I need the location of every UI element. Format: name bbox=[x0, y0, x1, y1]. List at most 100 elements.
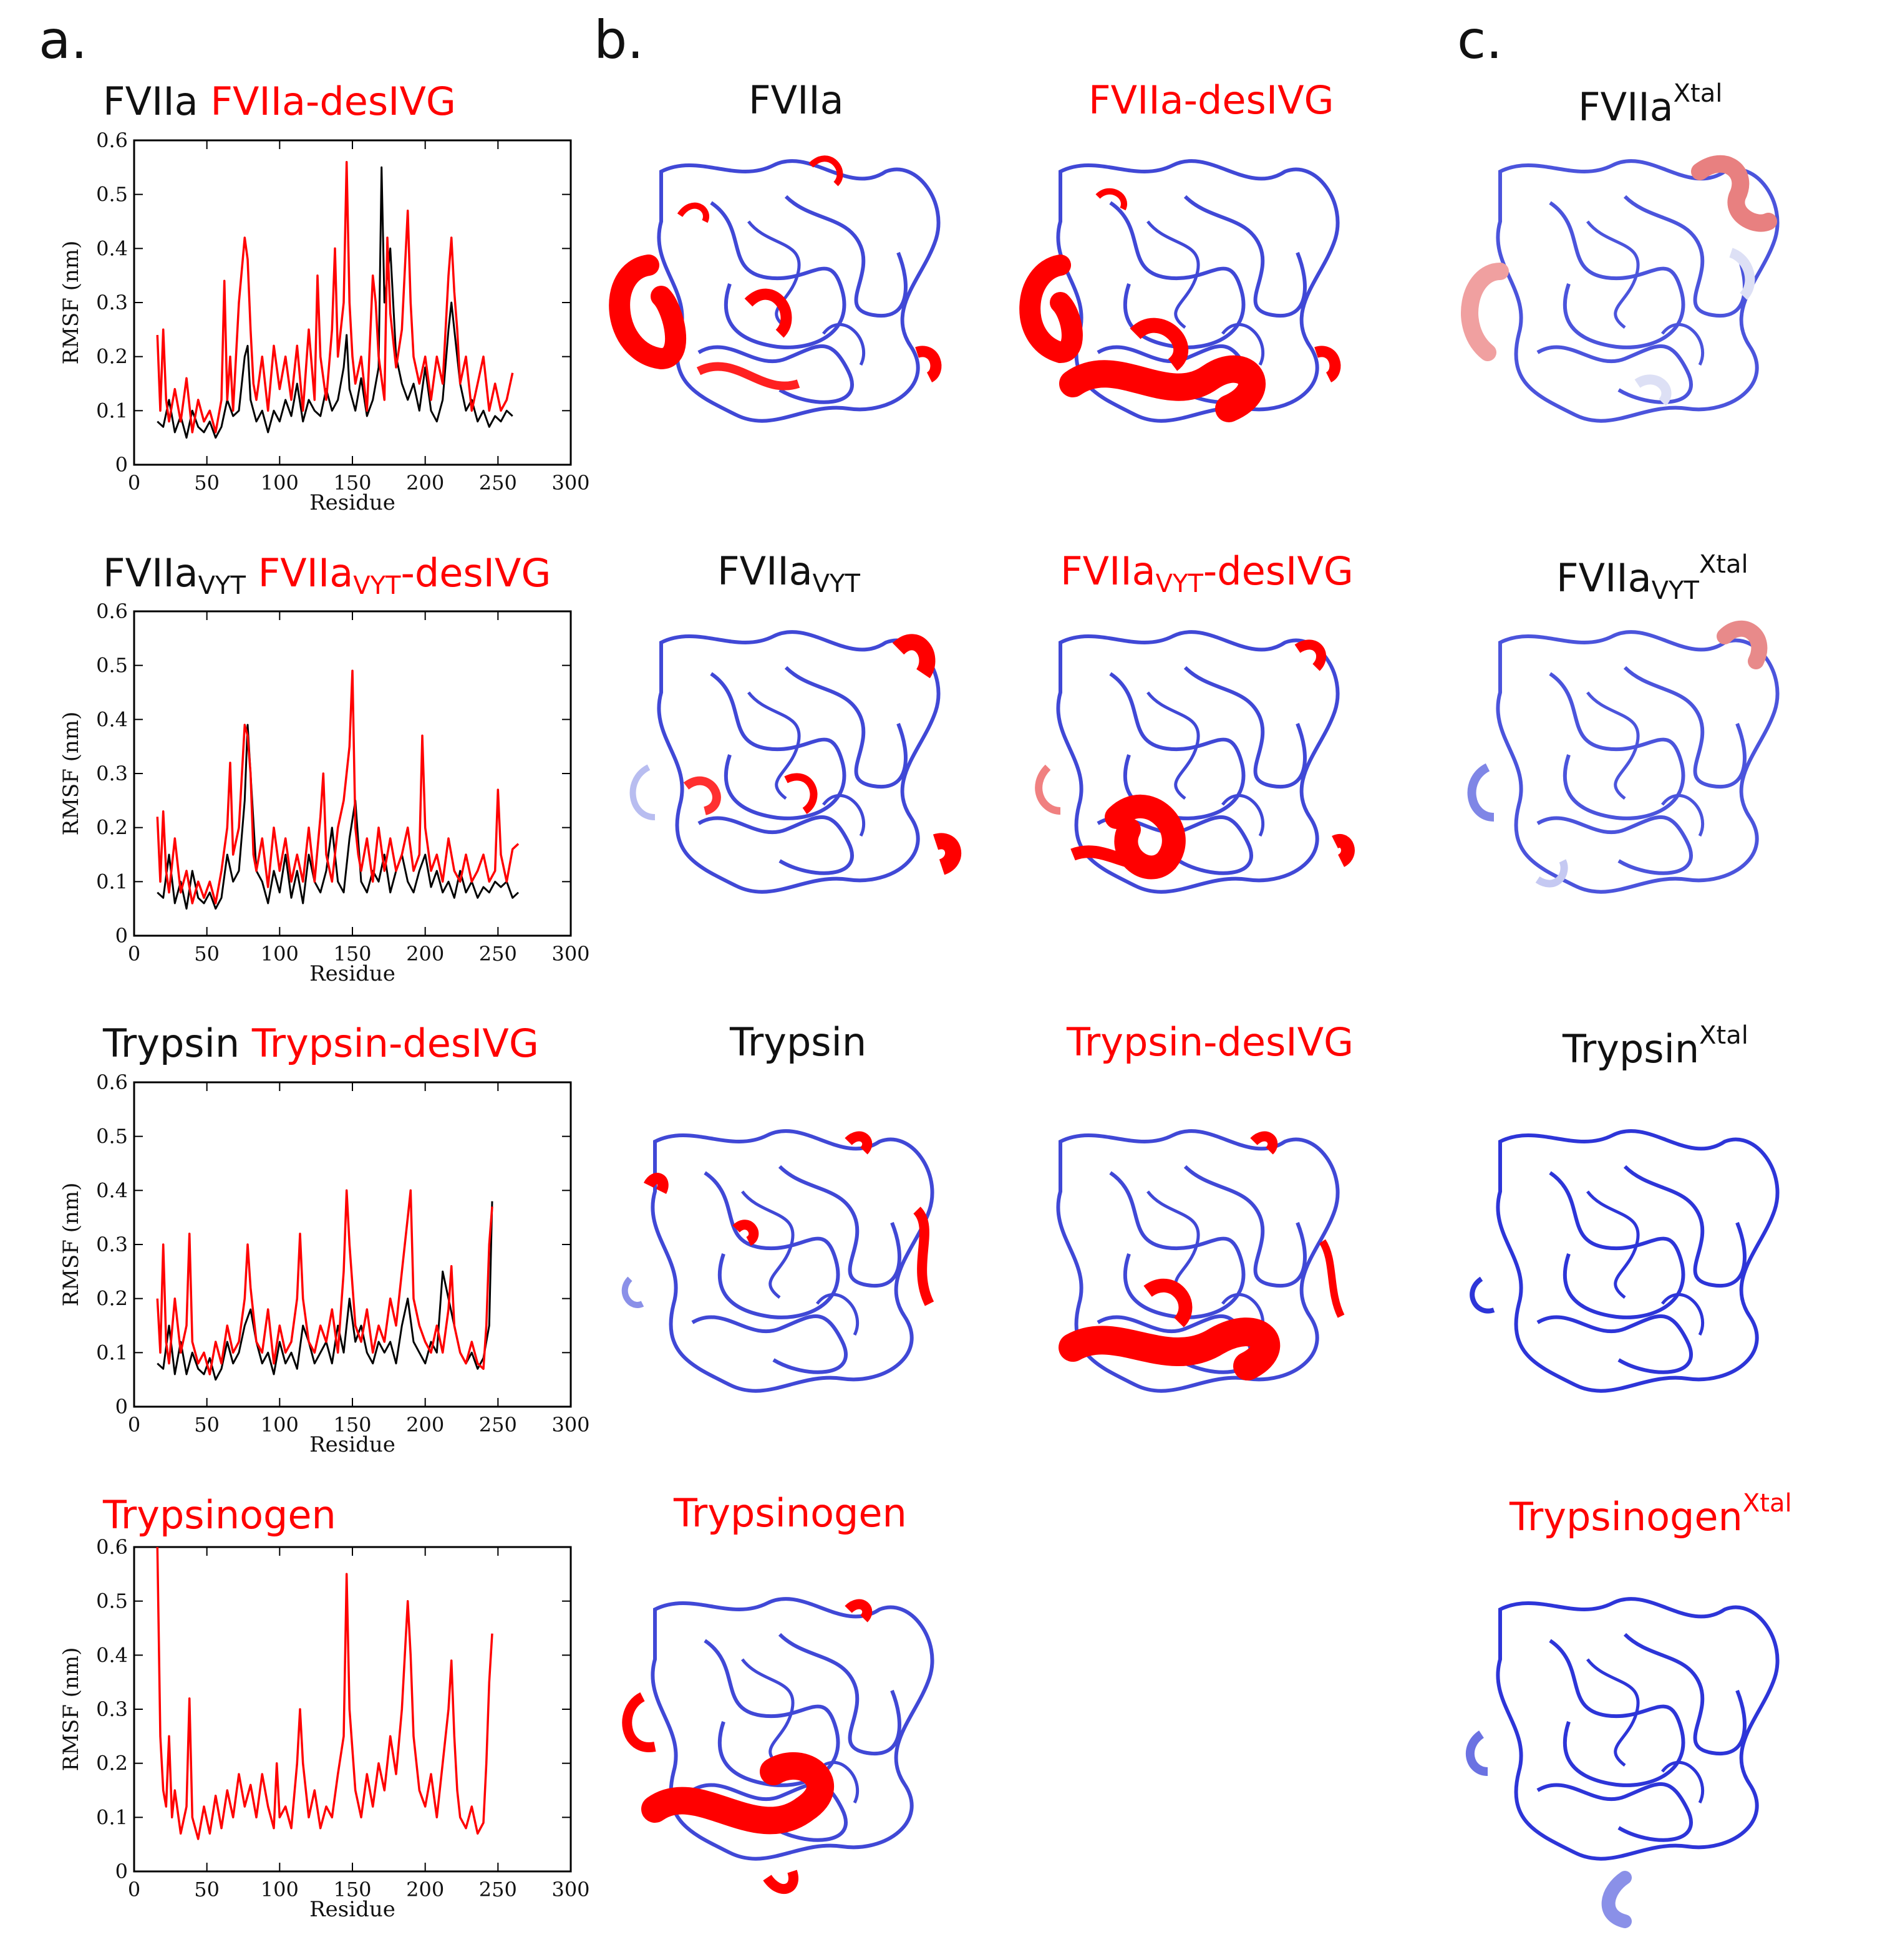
y-axis-label: RMSF (nm) bbox=[59, 241, 84, 365]
structure-trypsin-desivg bbox=[1058, 1131, 1345, 1391]
x-tick-label: 50 bbox=[194, 1413, 220, 1437]
series-line-FVIIa-desIVG bbox=[156, 160, 514, 434]
y-tick-label: 0.4 bbox=[96, 1643, 128, 1667]
x-tick-label: 200 bbox=[406, 942, 444, 966]
x-axis-label: Residue bbox=[309, 1432, 395, 1457]
x-tick-label: 300 bbox=[551, 1413, 589, 1437]
structure-trypsinogen bbox=[622, 1599, 932, 1895]
legend-red-3: Trypsin-desIVG bbox=[251, 1021, 539, 1066]
series-line-Trypsinogen bbox=[156, 1546, 493, 1840]
x-tick-label: 150 bbox=[333, 471, 371, 495]
structure-fviia-vyt-desivg bbox=[1035, 632, 1355, 892]
x-axis-label: Residue bbox=[309, 961, 395, 986]
y-tick-label: 0.5 bbox=[96, 1589, 128, 1613]
structure-fviia-xtal bbox=[1461, 155, 1777, 421]
x-tick-label: 300 bbox=[551, 471, 589, 495]
structure-trypsin-xtal bbox=[1470, 1131, 1777, 1391]
x-tick-label: 200 bbox=[406, 1878, 444, 1901]
structure-fviia-vyt bbox=[629, 632, 961, 892]
y-tick-label: 0 bbox=[115, 1860, 128, 1883]
x-tick-label: 0 bbox=[128, 1413, 140, 1437]
x-tick-label: 150 bbox=[333, 942, 371, 966]
x-tick-label: 100 bbox=[261, 942, 299, 966]
c-title-4: TrypsinogenXtal bbox=[1510, 1489, 1792, 1540]
y-tick-label: 0.3 bbox=[96, 291, 128, 314]
y-tick-label: 0.2 bbox=[96, 1752, 128, 1775]
x-tick-label: 150 bbox=[333, 1413, 371, 1437]
series-line-FVIIaVYT-desIVG bbox=[156, 669, 520, 905]
y-tick-label: 0.6 bbox=[96, 1070, 128, 1094]
y-tick-label: 0.3 bbox=[96, 1697, 128, 1721]
x-tick-label: 150 bbox=[333, 1878, 371, 1901]
y-tick-label: 0 bbox=[115, 453, 128, 477]
legend-black-3: Trypsin bbox=[103, 1021, 240, 1066]
panel-label-a: a. bbox=[39, 9, 88, 70]
panel-label-c: c. bbox=[1457, 9, 1503, 70]
y-tick-label: 0.6 bbox=[96, 129, 128, 152]
x-tick-label: 300 bbox=[551, 1878, 589, 1901]
y-tick-label: 0.2 bbox=[96, 816, 128, 840]
x-axis-label: Residue bbox=[309, 490, 395, 515]
y-tick-label: 0.2 bbox=[96, 345, 128, 369]
chart-title-4: Trypsinogen bbox=[103, 1496, 336, 1535]
x-tick-label: 300 bbox=[551, 942, 589, 966]
chart-title-1: FVIIa FVIIa-desIVG bbox=[103, 82, 456, 121]
b-title-1-red: FVIIa-desIVG bbox=[1088, 77, 1334, 123]
b-title-2-red: FVIIaVYT-desIVG bbox=[1060, 548, 1354, 598]
x-tick-label: 0 bbox=[128, 471, 140, 495]
y-tick-label: 0 bbox=[115, 1395, 128, 1419]
y-tick-label: 0.6 bbox=[96, 599, 128, 623]
structure-trypsin bbox=[621, 1131, 933, 1391]
panel-label-b: b. bbox=[594, 9, 644, 70]
x-tick-label: 100 bbox=[261, 1878, 299, 1901]
y-tick-label: 0.5 bbox=[96, 654, 128, 677]
x-tick-label: 200 bbox=[406, 1413, 444, 1437]
x-tick-label: 250 bbox=[479, 942, 517, 966]
chart-title-2: FVIIaVYT FVIIaVYT-desIVG bbox=[103, 554, 551, 599]
y-tick-label: 0.5 bbox=[96, 1125, 128, 1148]
b-title-2-black: FVIIaVYT bbox=[717, 548, 860, 598]
y-tick-label: 0.5 bbox=[96, 183, 128, 206]
y-tick-label: 0.2 bbox=[96, 1287, 128, 1311]
x-tick-label: 0 bbox=[128, 942, 140, 966]
y-axis-label: RMSF (nm) bbox=[59, 1647, 84, 1772]
y-tick-label: 0.6 bbox=[96, 1535, 128, 1559]
y-tick-label: 0 bbox=[115, 924, 128, 948]
y-tick-label: 0.1 bbox=[96, 1341, 128, 1364]
legend-black-2: FVIIaVYT bbox=[103, 550, 246, 600]
c-title-3: TrypsinXtal bbox=[1563, 1021, 1748, 1072]
c-title-1: FVIIaXtal bbox=[1578, 79, 1723, 130]
x-tick-label: 200 bbox=[406, 471, 444, 495]
structure-fviia-vyt-xtal bbox=[1467, 620, 1778, 892]
x-tick-label: 0 bbox=[128, 1878, 140, 1901]
chart-title-3: Trypsin Trypsin-desIVG bbox=[103, 1024, 539, 1063]
y-axis-label: RMSF (nm) bbox=[59, 1183, 84, 1307]
y-tick-label: 0.3 bbox=[96, 762, 128, 785]
y-tick-label: 0.4 bbox=[96, 707, 128, 731]
x-tick-label: 250 bbox=[479, 471, 517, 495]
x-axis-label: Residue bbox=[309, 1897, 395, 1922]
y-tick-label: 0.4 bbox=[96, 236, 128, 260]
structure-fviia-desivg bbox=[1019, 161, 1341, 421]
legend-red-1: FVIIa-desIVG bbox=[210, 79, 456, 124]
legend-black-1: FVIIa bbox=[103, 79, 198, 124]
legend-red-4: Trypsinogen bbox=[103, 1492, 336, 1538]
legend-red-2: FVIIaVYT-desIVG bbox=[258, 550, 551, 600]
b-title-1-black: FVIIa bbox=[749, 77, 844, 123]
y-axis-label: RMSF (nm) bbox=[59, 712, 84, 836]
y-tick-label: 0.1 bbox=[96, 870, 128, 893]
x-tick-label: 250 bbox=[479, 1878, 517, 1901]
x-tick-label: 50 bbox=[194, 1878, 220, 1901]
y-tick-label: 0.4 bbox=[96, 1178, 128, 1202]
b-title-3-red: Trypsin-desIVG bbox=[1067, 1019, 1354, 1065]
y-tick-label: 0.1 bbox=[96, 1805, 128, 1829]
y-tick-label: 0.1 bbox=[96, 399, 128, 422]
x-tick-label: 50 bbox=[194, 471, 220, 495]
y-tick-label: 0.3 bbox=[96, 1233, 128, 1256]
x-tick-label: 50 bbox=[194, 942, 220, 966]
x-tick-label: 100 bbox=[261, 471, 299, 495]
x-tick-label: 250 bbox=[479, 1413, 517, 1437]
series-line-FVIIa bbox=[157, 166, 513, 439]
